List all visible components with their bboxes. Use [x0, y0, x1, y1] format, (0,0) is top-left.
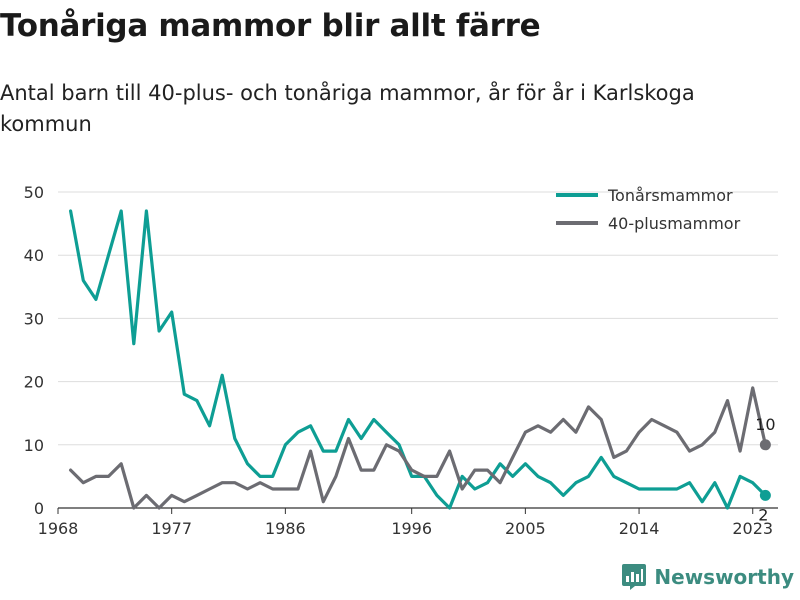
page-subtitle: Antal barn till 40-plus- och tonåriga ma…: [0, 81, 695, 136]
brand-logo: Newsworthy: [621, 562, 794, 592]
newsworthy-logo-icon: [622, 564, 647, 590]
series-end-marker: [759, 489, 771, 501]
x-tick-label: 1996: [391, 519, 432, 538]
y-tick-label: 50: [24, 183, 44, 202]
brand-name: Newsworthy: [654, 565, 794, 589]
x-tick-label: 1968: [38, 519, 79, 538]
page-title: Tonåriga mammor blir allt färre: [0, 8, 541, 44]
x-tick-label: 1986: [265, 519, 306, 538]
y-tick-label: 40: [24, 246, 44, 265]
y-tick-label: 30: [24, 309, 44, 328]
y-tick-label: 20: [24, 373, 44, 392]
legend: Tonårsmammor 40-plusmammor: [556, 186, 741, 233]
series-end-marker: [759, 439, 771, 451]
x-tick-label: 2014: [619, 519, 660, 538]
axes: 0 10 20 30 40 50 1968 1977 1986 1996 2005 2014 2023: [24, 183, 773, 538]
end-label-fortyplus: 10: [755, 415, 775, 434]
legend-label: 40-plusmammor: [608, 214, 741, 233]
grid-lines: [58, 191, 778, 509]
x-tick-label: 2005: [505, 519, 546, 538]
series-line-fortyplus: [68, 386, 768, 510]
legend-label: Tonårsmammor: [607, 186, 733, 205]
series-line-tonarsmammor: [68, 209, 768, 510]
end-label-tonarsmammor: 2: [758, 505, 768, 524]
x-tick-label: 2023: [732, 519, 773, 538]
y-tick-label: 10: [24, 436, 44, 455]
series-lines: 10 2: [68, 209, 776, 524]
y-tick-label: 0: [34, 499, 44, 518]
x-tick-label: 1977: [151, 519, 192, 538]
